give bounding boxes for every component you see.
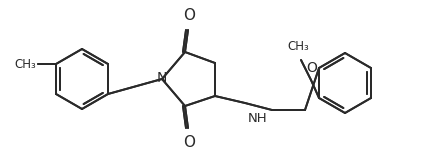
Text: NH: NH <box>247 112 267 125</box>
Text: O: O <box>183 135 194 150</box>
Text: O: O <box>183 8 194 23</box>
Text: CH₃: CH₃ <box>14 58 36 70</box>
Text: O: O <box>306 61 317 75</box>
Text: CH₃: CH₃ <box>286 40 308 53</box>
Text: N: N <box>156 71 167 85</box>
